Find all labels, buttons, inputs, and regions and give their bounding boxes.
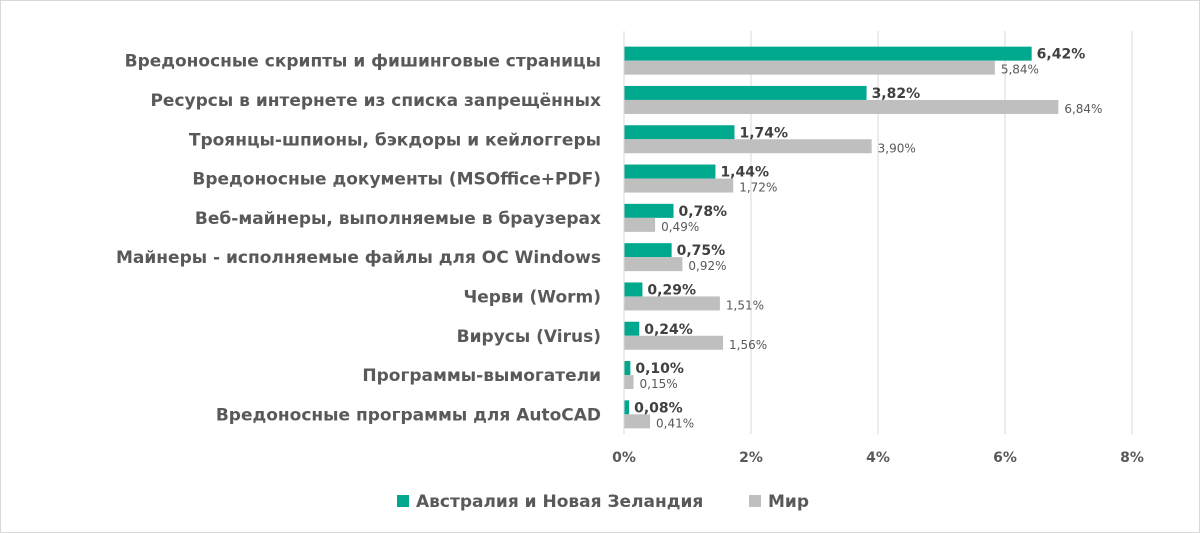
bar-world xyxy=(624,99,1059,114)
x-tick-label: 0% xyxy=(612,450,636,466)
data-label: 1,74% xyxy=(739,125,788,141)
x-tick-label: 4% xyxy=(866,450,890,466)
data-label: 0,29% xyxy=(647,282,696,298)
bar-world xyxy=(624,139,872,154)
bar-anz xyxy=(624,400,630,415)
bar-anz xyxy=(624,243,672,258)
data-label: 1,56% xyxy=(729,338,767,352)
data-label: 3,90% xyxy=(878,141,916,155)
data-label: 6,84% xyxy=(1064,102,1102,116)
bar-world xyxy=(624,257,683,272)
data-label: 3,82% xyxy=(872,86,921,102)
data-label: 0,78% xyxy=(679,204,728,220)
category-label: Троянцы-шпионы, бэкдоры и кейлоггеры xyxy=(189,130,601,150)
category-label: Вредоносные документы (MSOffice+PDF) xyxy=(192,170,601,190)
legend-swatch xyxy=(749,495,761,507)
category-label: Программы-вымогатели xyxy=(362,366,601,386)
category-label: Майнеры - исполняемые файлы для ОС Windo… xyxy=(116,248,601,268)
data-label: 0,75% xyxy=(677,243,726,259)
data-label: 5,84% xyxy=(1001,63,1039,77)
category-label: Вредоносные скрипты и фишинговые страниц… xyxy=(125,52,601,72)
category-label: Вредоносные программы для AutoCAD xyxy=(216,405,601,425)
data-label: 0,92% xyxy=(688,259,726,273)
bar-world xyxy=(624,217,656,232)
category-label: Ресурсы в интернете из списка запрещённы… xyxy=(150,91,601,111)
bar-anz xyxy=(624,361,631,376)
data-label: 0,41% xyxy=(656,416,694,430)
x-tick-label: 2% xyxy=(739,450,763,466)
data-label: 0,24% xyxy=(644,322,693,338)
bar-anz xyxy=(624,46,1032,61)
bar-world xyxy=(624,60,995,75)
category-label: Вирусы (Virus) xyxy=(457,327,601,347)
category-label: Веб-майнеры, выполняемые в браузерах xyxy=(195,209,601,229)
bar-anz xyxy=(624,125,735,140)
bar-world xyxy=(624,414,651,429)
x-tick-label: 8% xyxy=(1120,450,1144,466)
data-label: 1,51% xyxy=(726,298,764,312)
data-label: 1,72% xyxy=(739,181,777,195)
data-label: 0,08% xyxy=(634,400,683,416)
x-tick-label: 6% xyxy=(993,450,1017,466)
bar-anz xyxy=(624,164,716,179)
legend-label: Мир xyxy=(768,492,809,512)
bar-anz xyxy=(624,282,643,297)
bar-anz xyxy=(624,203,674,218)
bar-world xyxy=(624,375,634,390)
bar-anz xyxy=(624,85,867,100)
data-label: 0,10% xyxy=(635,361,684,377)
bar-world xyxy=(624,335,724,350)
legend-label: Австралия и Новая Зеландия xyxy=(416,492,703,512)
legend-swatch xyxy=(397,495,409,507)
bar-world xyxy=(624,296,720,311)
data-label: 0,15% xyxy=(640,377,678,391)
data-label: 1,44% xyxy=(720,165,769,181)
bar-anz xyxy=(624,321,640,336)
data-label: 6,42% xyxy=(1037,47,1086,63)
bar-world xyxy=(624,178,734,193)
data-label: 0,49% xyxy=(661,220,699,234)
category-label: Черви (Worm) xyxy=(464,287,602,307)
